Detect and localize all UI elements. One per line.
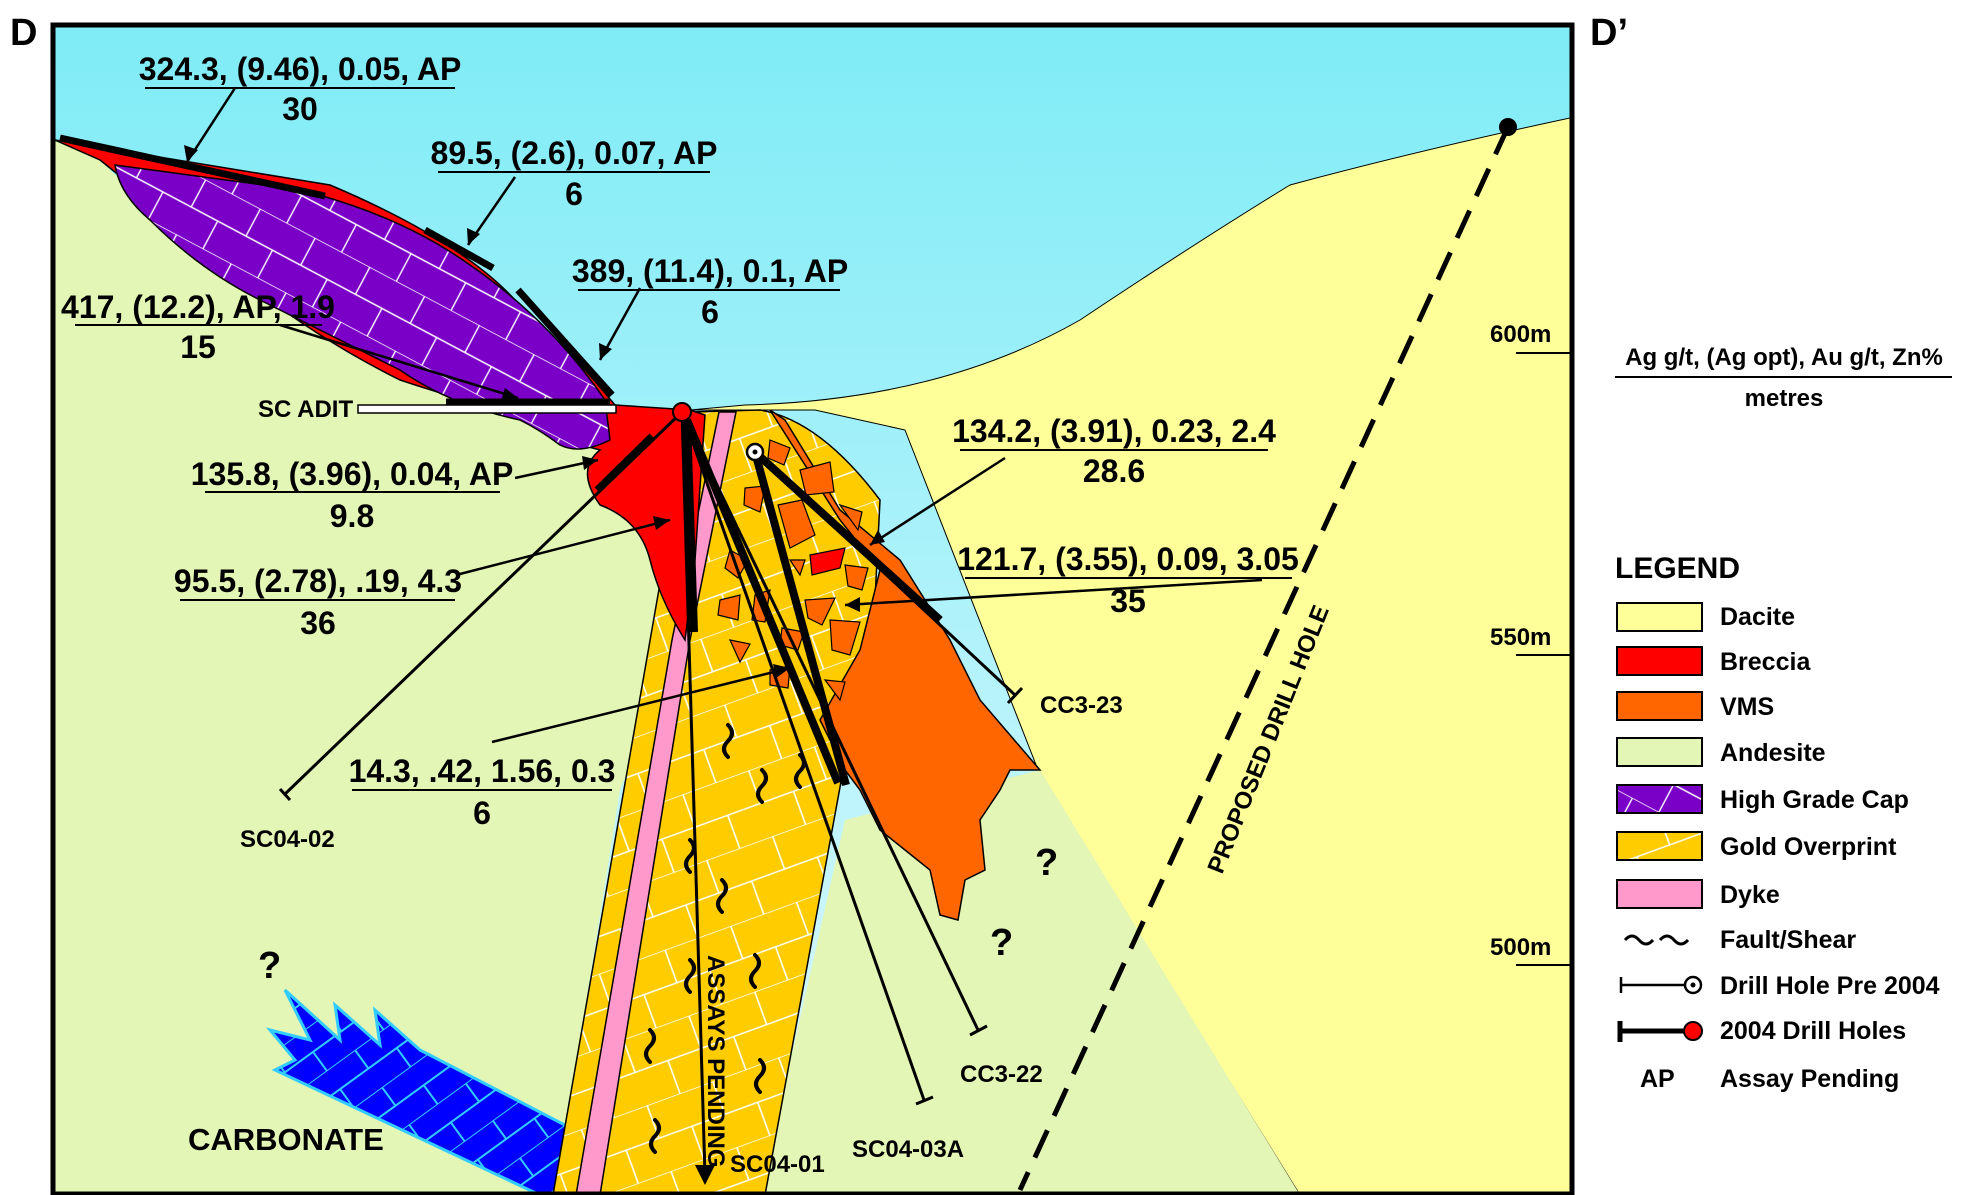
carbonate-label: CARBONATE (188, 1122, 384, 1157)
section-label-right: D’ (1590, 12, 1628, 54)
hole-collar-pre2004-dot (752, 449, 758, 455)
hole-label-sc04-02: SC04-02 (240, 826, 335, 853)
elevation-600: 600m (1490, 321, 1551, 348)
hole-label-sc04-01: SC04-01 (730, 1151, 825, 1178)
legend-label-breccia: Breccia (1720, 648, 1811, 676)
intercept-annotations: 324.3, (9.46), 0.05, AP 30 89.5, (2.6), … (61, 51, 1299, 831)
assays-pending-label: ASSAYS PENDING (702, 955, 729, 1168)
intercept-6-assay: 14.3, .42, 1.56, 0.3 (349, 753, 616, 789)
intercept-bars (59, 134, 655, 493)
high-grade-cap-unit (114, 164, 611, 450)
legend-label-assay-pending: Assay Pending (1720, 1065, 1899, 1093)
elevation-scale (1516, 352, 1570, 966)
intercept-3-metres: 15 (180, 329, 216, 365)
intercept-7-metres: 28.6 (1083, 453, 1145, 489)
intercept-1-assay: 89.5, (2.6), 0.07, AP (431, 135, 718, 171)
legend-label-hole-2004: 2004 Drill Holes (1720, 1017, 1906, 1045)
unknown-mark-1: ? (258, 945, 281, 987)
hole-label-cc3-22: CC3-22 (960, 1061, 1043, 1088)
legend-hole-2004-icon (1617, 1021, 1703, 1042)
proposed-drill-hole-line (1017, 125, 1511, 1192)
unknown-mark-3: ? (990, 922, 1013, 964)
intercept-5-metres: 36 (300, 605, 336, 641)
adit-label: SC ADIT (258, 396, 353, 423)
hole-label-cc3-23: CC3-23 (1040, 692, 1123, 719)
key-bottom: metres (1745, 385, 1824, 412)
elevation-550: 550m (1490, 624, 1551, 651)
hole-collar-2004 (672, 402, 692, 422)
section-label-left: D (10, 12, 37, 54)
elevation-500: 500m (1490, 934, 1551, 961)
intercept-3-assay: 417, (12.2), AP, 1.9 (61, 289, 335, 325)
intercept-0-assay: 324.3, (9.46), 0.05, AP (139, 51, 462, 87)
legend-title: LEGEND (1615, 552, 1740, 585)
drill-holes (278, 410, 1024, 1185)
legend-swatch-vms (1616, 691, 1703, 721)
intercept-2-metres: 6 (701, 294, 719, 330)
assay-key: Ag g/t, (Ag opt), Au g/t, Zn% metres (1615, 344, 1952, 412)
intercept-5-assay: 95.5, (2.78), .19, 4.3 (174, 563, 462, 599)
proposed-hole-collar (1499, 118, 1517, 136)
intercept-1-metres: 6 (565, 176, 583, 212)
annotation-arrows (185, 87, 1263, 744)
legend-label-dacite: Dacite (1720, 603, 1795, 631)
geology-layers (55, 27, 1570, 1192)
intercept-4-metres: 9.8 (330, 498, 374, 534)
legend-label-fault: Fault/Shear (1720, 926, 1856, 954)
legend-label-vms: VMS (1720, 693, 1774, 721)
legend-fault-icon (1623, 934, 1690, 946)
intercept-7-assay: 134.2, (3.91), 0.23, 2.4 (952, 413, 1276, 449)
andesite-unit-right (760, 770, 1299, 1192)
intercept-6-metres: 6 (473, 795, 491, 831)
legend-swatch-dyke (1616, 879, 1703, 909)
legend-label-dyke: Dyke (1720, 881, 1780, 909)
annotation-arrowheads (184, 145, 885, 678)
legend-label-high-grade-cap: High Grade Cap (1720, 786, 1909, 814)
legend-swatch-high-grade-cap (1616, 784, 1703, 814)
legend-label-gold-overprint: Gold Overprint (1720, 833, 1897, 861)
intercept-8-metres: 35 (1110, 583, 1146, 619)
intercept-8-assay: 121.7, (3.55), 0.09, 3.05 (957, 541, 1299, 577)
key-top: Ag g/t, (Ag opt), Au g/t, Zn% (1625, 344, 1943, 371)
sc-adit (357, 404, 617, 414)
section-frame (50, 22, 1575, 1195)
intercept-0-metres: 30 (282, 91, 318, 127)
legend-label-hole-pre: Drill Hole Pre 2004 (1720, 972, 1940, 1000)
legend-swatch-dacite (1616, 602, 1703, 632)
legend-swatch-breccia (1616, 646, 1703, 676)
legend-swatch-andesite (1616, 737, 1703, 767)
unknown-mark-2: ? (1035, 842, 1058, 884)
legend-label-andesite: Andesite (1720, 739, 1826, 767)
legend-hole-pre-icon (1619, 975, 1703, 995)
legend-ap-symbol: AP (1640, 1065, 1675, 1093)
hole-label-sc04-03a: SC04-03A (852, 1136, 964, 1163)
intercept-4-assay: 135.8, (3.96), 0.04, AP (191, 456, 514, 492)
legend-swatch-gold-overprint (1616, 831, 1703, 861)
legend: LEGEND Dacite Breccia VMS Andesite High … (1615, 552, 1940, 1093)
intercept-2-assay: 389, (11.4), 0.1, AP (572, 253, 848, 289)
